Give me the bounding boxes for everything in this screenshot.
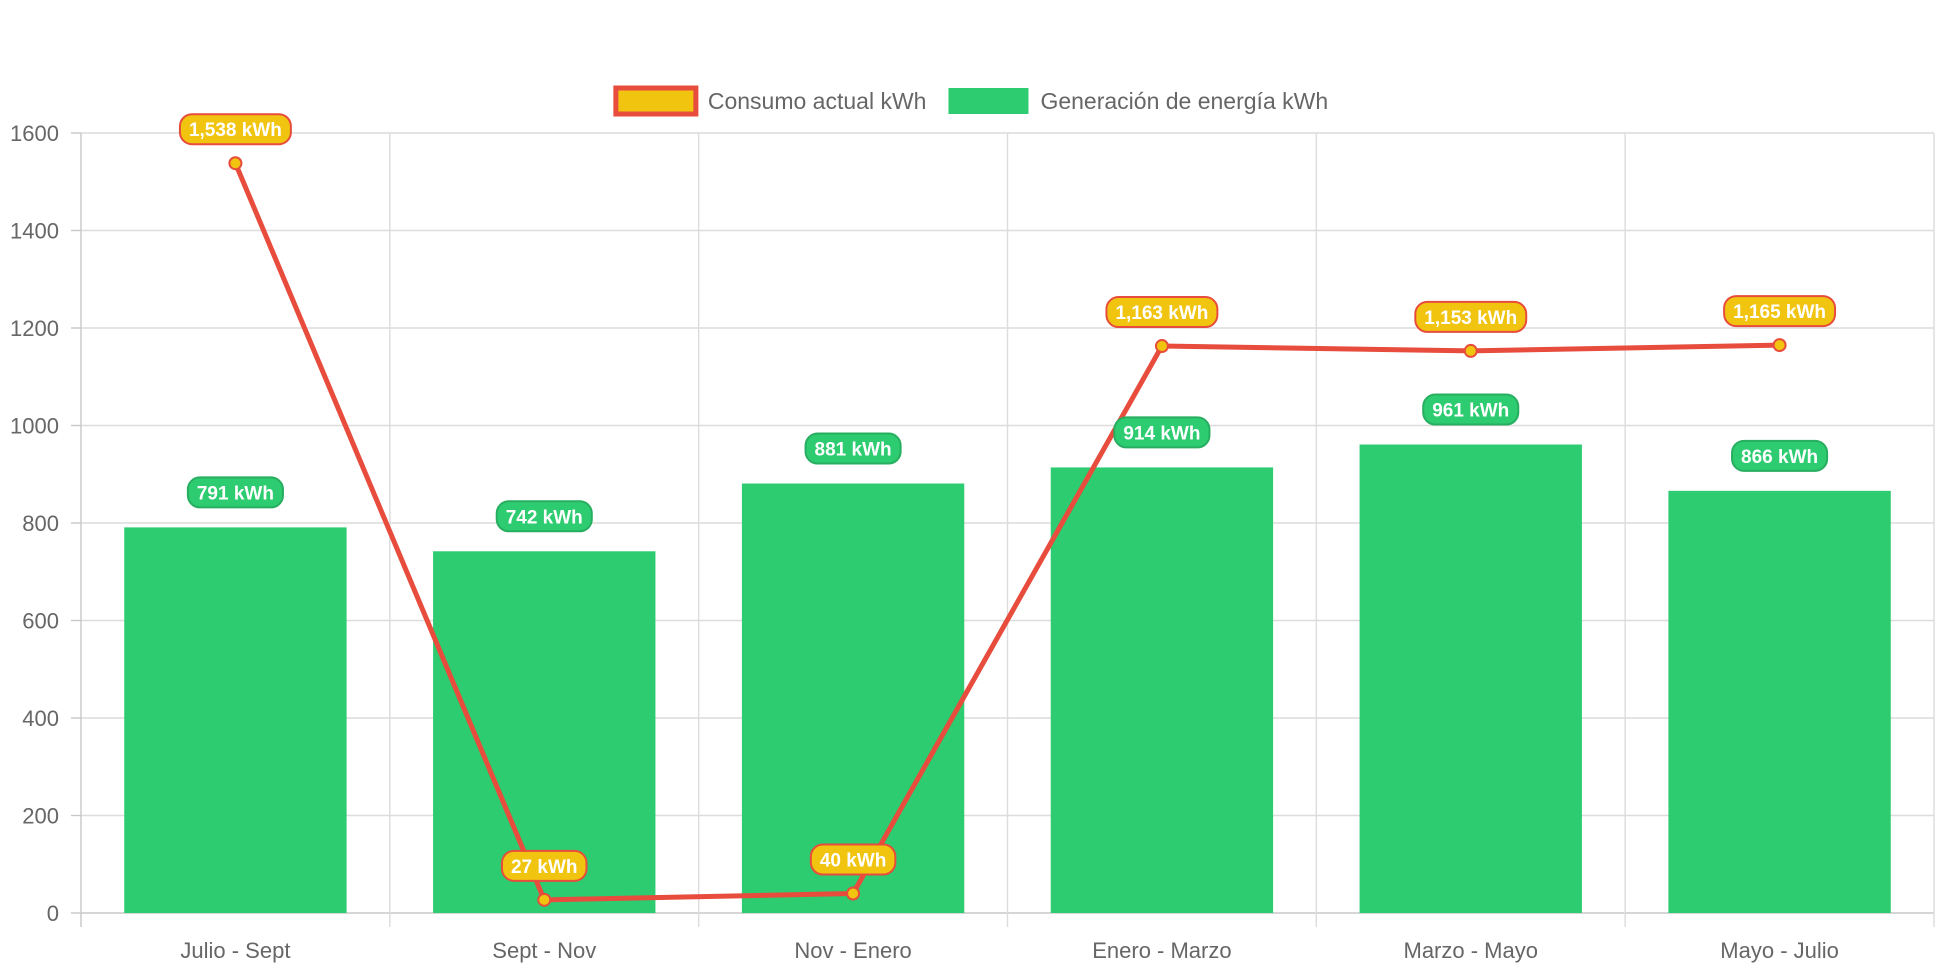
y-tick-label: 600 (22, 609, 59, 634)
line-data-label: 27 kWh (500, 849, 588, 882)
bar-data-label-bg (1113, 416, 1211, 449)
x-axis: Julio - Sept Sept - Nov Nov - Enero Enero -… (180, 938, 1838, 963)
y-tick-label: 1200 (10, 316, 59, 341)
line-data-label-text: 1,153 kWh (1424, 308, 1517, 329)
line-data-label-text: 1,163 kWh (1115, 303, 1208, 324)
legend-swatch (613, 85, 699, 117)
bar-data-label-text: 914 kWh (1123, 423, 1200, 444)
legend-label: Consumo actual kWh (708, 88, 927, 114)
y-tick-label: 0 (47, 901, 59, 926)
y-tick-label: 1000 (10, 414, 59, 439)
legend-item: Generación de energía kWh (948, 88, 1328, 114)
line-data-label-text: 27 kWh (511, 857, 578, 878)
y-tick-label: 400 (22, 706, 59, 731)
line-data-label-bg (1414, 300, 1528, 333)
line-data-label-text: 1,165 kWh (1733, 302, 1826, 323)
line-path (233, 162, 1780, 903)
bar-data-label: 881 kWh (804, 432, 902, 465)
x-tick-label: Mayo - Julio (1720, 938, 1839, 963)
legend: Consumo actual kWh Generación de energía … (613, 85, 1328, 117)
bar-data-label: 914 kWh (1113, 416, 1211, 449)
legend-item: Consumo actual kWh (613, 85, 927, 117)
grid-lines (80, 132, 1935, 927)
y-tick-label: 800 (22, 511, 59, 536)
bar-data-label: 791 kWh (186, 476, 284, 509)
bar-data-label: 866 kWh (1731, 439, 1829, 472)
bar-data-labels: 791 kWh 742 kWh 881 kWh 914 kWh 961 kWh 866 k… (186, 393, 1829, 533)
x-tick-label: Marzo - Mayo (1404, 938, 1538, 963)
bar-data-label-bg (1731, 439, 1829, 472)
x-tick-label: Sept - Nov (492, 938, 596, 963)
line-data-label-text: 1,538 kWh (189, 120, 282, 141)
bar-series-generacion (124, 444, 1891, 913)
line-data-label-bg (809, 843, 897, 876)
line-point (1463, 343, 1478, 358)
line-data-labels: 1,538 kWh 27 kWh 40 kWh 1,163 kWh 1,153 kWh 1… (178, 113, 1837, 882)
legend-label: Generación de energía kWh (1040, 88, 1328, 114)
bar-data-label: 961 kWh (1422, 393, 1520, 426)
line-data-label: 1,163 kWh (1105, 296, 1219, 329)
line-point (537, 892, 552, 907)
y-tick-label: 1600 (10, 121, 59, 146)
bar-data-label-text: 881 kWh (815, 440, 892, 461)
bar (124, 527, 347, 913)
bar-data-label-text: 791 kWh (197, 483, 274, 504)
line-point (1772, 338, 1787, 353)
y-axis: 0 200 400 600 800 1000 1200 1400 1600 (10, 121, 81, 926)
line-data-label-bg (1723, 295, 1837, 328)
bar (1359, 444, 1582, 913)
bar-data-label-bg (1422, 393, 1520, 426)
line-data-label-text: 40 kWh (820, 851, 887, 872)
bar (1050, 467, 1274, 913)
bar-data-label-bg (495, 500, 593, 533)
bar-data-label-bg (186, 476, 284, 509)
line-data-label: 1,538 kWh (178, 113, 292, 146)
bar-data-label-text: 742 kWh (506, 507, 583, 528)
x-tick-label: Enero - Marzo (1092, 938, 1231, 963)
line-point (228, 156, 243, 171)
line-data-label-bg (178, 113, 292, 146)
bar-data-label-text: 961 kWh (1432, 401, 1509, 422)
line-point (846, 886, 861, 901)
line-data-label: 40 kWh (809, 843, 897, 876)
line-data-label: 1,153 kWh (1414, 300, 1528, 333)
bar-data-label-bg (804, 432, 902, 465)
bar-data-label-text: 866 kWh (1741, 447, 1818, 468)
bar (741, 483, 965, 913)
line-data-label-bg (500, 849, 588, 882)
x-tick-label: Nov - Enero (794, 938, 911, 963)
line-series-consumo (228, 156, 1787, 907)
y-tick-label: 1400 (10, 219, 59, 244)
line-data-label: 1,165 kWh (1723, 295, 1837, 328)
bar (1668, 490, 1891, 913)
x-tick-label: Julio - Sept (180, 938, 290, 963)
line-point (1154, 339, 1169, 354)
bar-data-label: 742 kWh (495, 500, 593, 533)
y-tick-label: 200 (22, 804, 59, 829)
line-data-label-bg (1105, 296, 1219, 329)
legend-swatch (948, 88, 1029, 114)
